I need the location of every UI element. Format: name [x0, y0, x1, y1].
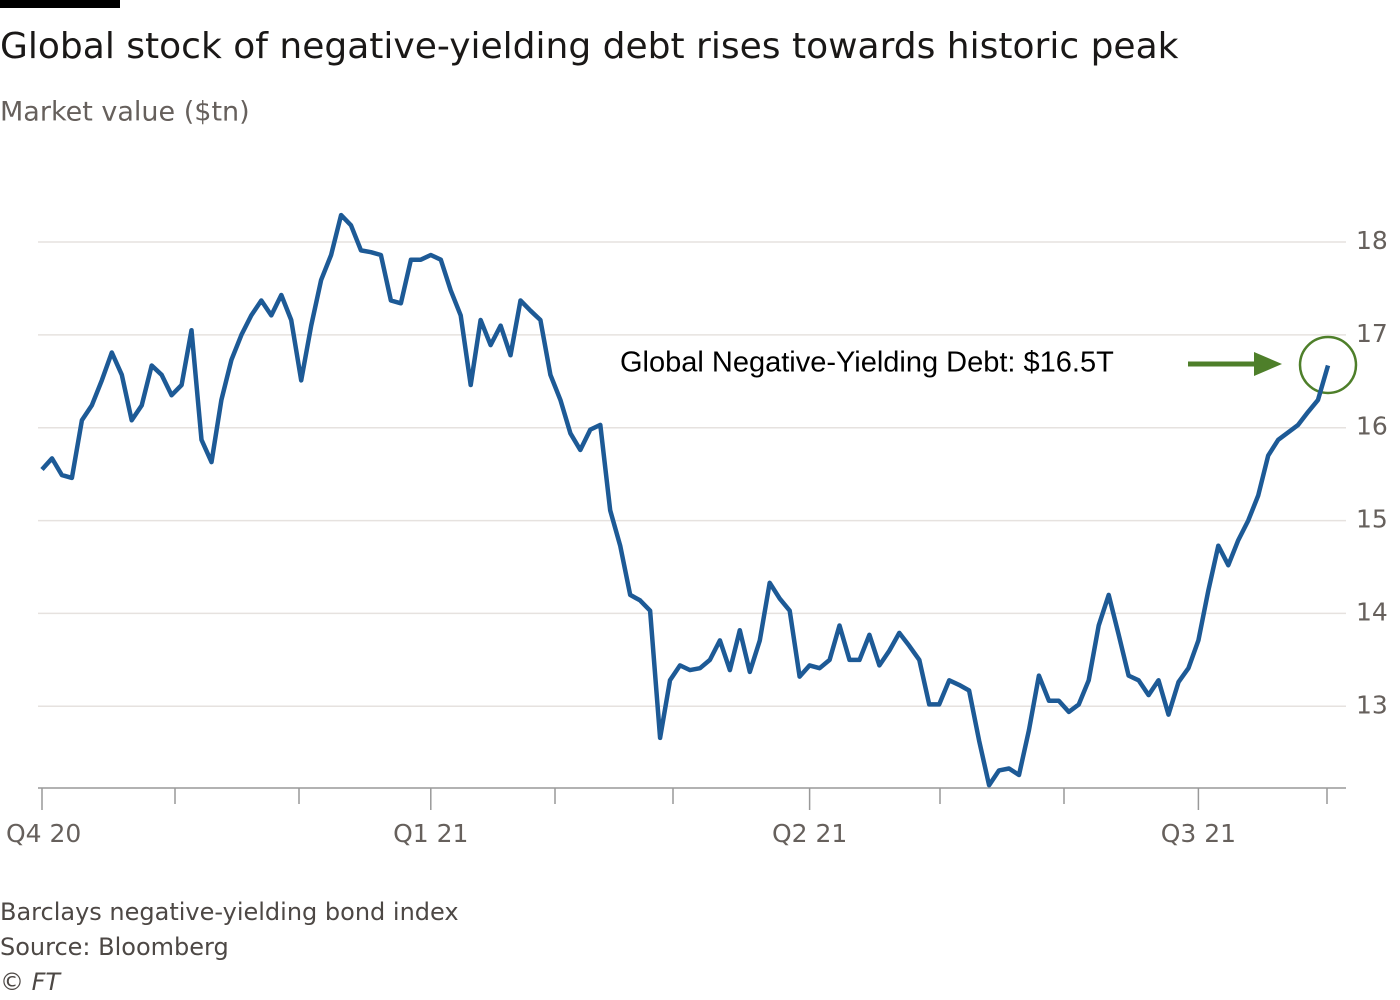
x-tick-label: Q4 20 — [6, 819, 81, 848]
y-tick-label: 15 — [1356, 505, 1388, 534]
annotation: Global Negative-Yielding Debt: $16.5T — [620, 347, 1114, 379]
y-tick-label: 13 — [1356, 690, 1388, 719]
minor-ticks — [174, 788, 1328, 804]
footnote: Barclays negative-yielding bond index — [0, 898, 459, 926]
source: Source: Bloomberg — [0, 933, 229, 961]
annotation-circle — [1298, 335, 1358, 395]
y-tick-label: 14 — [1356, 597, 1388, 626]
chart-subtitle: Market value ($tn) — [0, 97, 250, 128]
y-tick-label: 18 — [1356, 226, 1388, 255]
annotation-arrowhead — [1254, 352, 1282, 376]
chart-title: Global stock of negative-yielding debt r… — [0, 26, 1179, 67]
data-line — [40, 212, 1331, 788]
y-tick-label: 16 — [1356, 412, 1388, 441]
credit: © FT — [0, 968, 62, 996]
x-tick-label: Q1 21 — [393, 819, 468, 848]
y-tick-label: 17 — [1356, 319, 1388, 348]
brand-bar — [0, 0, 120, 8]
x-tick-label: Q3 21 — [1161, 819, 1236, 848]
x-tick-label: Q2 21 — [772, 819, 847, 848]
